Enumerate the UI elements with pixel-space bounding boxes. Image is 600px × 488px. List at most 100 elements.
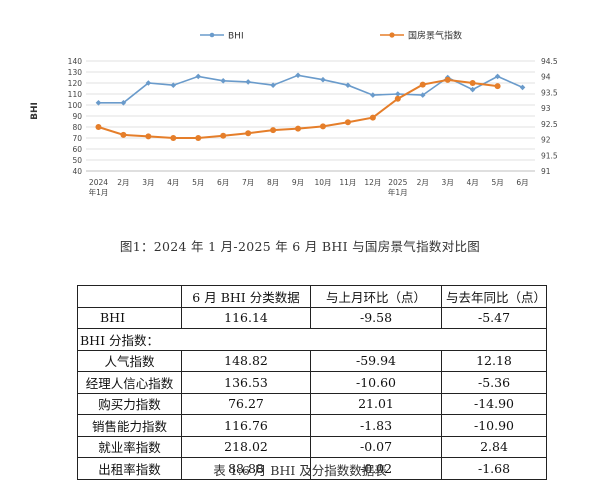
y-left-tick-label: 80 <box>72 123 82 132</box>
x-tick-label: 6月 <box>516 178 528 187</box>
x-tick-label: 6月 <box>217 178 229 187</box>
row-yoy: 12.18 <box>441 349 547 372</box>
y-right-tick-label: 93.5 <box>541 88 558 97</box>
y-right-tick-label: 92 <box>541 136 551 145</box>
series-guofang <box>95 76 501 141</box>
y-left-tick-label: 120 <box>68 79 83 88</box>
table-row: 就业率指数 218.02 -0.07 2.84 <box>77 435 547 458</box>
row-value: 148.82 <box>181 349 311 372</box>
data-point <box>370 92 376 98</box>
data-point <box>170 82 177 88</box>
data-point <box>95 100 102 106</box>
legend-guofang-marker <box>389 32 395 38</box>
data-point <box>444 76 451 83</box>
data-point <box>369 114 376 121</box>
row-mom: -9.58 <box>310 306 442 329</box>
row-mom: -1.83 <box>310 414 442 437</box>
x-tick-label: 4月 <box>167 178 179 187</box>
data-point <box>419 81 426 88</box>
x-tick-label: 9月 <box>292 178 304 187</box>
data-point <box>295 72 301 79</box>
subindex-heading: BHI 分指数： <box>77 328 547 351</box>
data-point <box>419 92 426 98</box>
x-tick-label: 5月 <box>192 178 204 187</box>
table-header-cell: 与去年同比（点） <box>441 285 547 308</box>
table-header-row: 6 月 BHI 分类数据 与上月环比（点） 与去年同比（点） <box>77 285 547 308</box>
data-point <box>469 86 476 93</box>
data-point <box>120 131 127 138</box>
legend-bhi-marker <box>209 32 215 38</box>
data-point <box>519 84 526 91</box>
data-point <box>395 91 401 97</box>
row-mom: -59.94 <box>310 349 442 372</box>
table-row: 人气指数 148.82 -59.94 12.18 <box>77 349 547 372</box>
row-mom: -10.60 <box>310 371 442 394</box>
y-right-tick-label: 94.5 <box>541 57 558 66</box>
row-yoy: 2.84 <box>441 435 547 458</box>
data-point <box>145 133 152 140</box>
data-point <box>170 135 177 141</box>
row-mom: -0.07 <box>310 435 442 458</box>
y-axis-left-label: BHI <box>30 102 40 120</box>
x-tick-label: 10月 <box>314 178 331 187</box>
row-value: 76.27 <box>181 392 311 415</box>
legend: BHI 国房景气指数 <box>200 30 462 42</box>
x-tick-label: 2025 年1月 <box>388 178 408 197</box>
data-point <box>345 82 351 88</box>
data-point <box>295 125 302 132</box>
data-point <box>270 127 277 134</box>
row-name: 就业率指数 <box>77 435 182 458</box>
data-point <box>344 119 351 126</box>
row-yoy: -10.90 <box>441 414 547 437</box>
x-tick-label: 8月 <box>267 178 279 187</box>
row-name: 出租率指数 <box>77 457 182 480</box>
row-value: 88.88 <box>181 457 311 480</box>
table-row: 购买力指数 76.27 21.01 -14.90 <box>77 392 547 415</box>
x-tick-label: 5月 <box>491 178 503 187</box>
row-mom: -0.02 <box>310 457 442 480</box>
row-value: 116.14 <box>181 306 311 329</box>
y-left-tick-label: 70 <box>72 134 82 143</box>
row-name: 经理人信心指数 <box>77 371 182 394</box>
data-point <box>120 100 127 106</box>
data-point <box>469 80 476 86</box>
data-point <box>494 83 501 90</box>
x-tick-label: 11月 <box>339 178 356 187</box>
row-name: BHI <box>77 306 182 329</box>
figure-caption: 图1：2024 年 1 月-2025 年 6 月 BHI 与国房景气指数对比图 <box>119 239 481 254</box>
table-row: 销售能力指数 116.76 -1.83 -10.90 <box>77 414 547 437</box>
y-left-tick-label: 60 <box>72 145 82 154</box>
row-value: 136.53 <box>181 371 311 394</box>
legend-bhi-label: BHI <box>228 32 244 42</box>
x-tick-label: 2月 <box>117 178 129 187</box>
x-tick-label: 7月 <box>242 178 254 187</box>
x-tick-label: 2024 年1月 <box>89 178 109 197</box>
x-tick-label: 3月 <box>142 178 154 187</box>
data-point <box>245 79 251 85</box>
y-right-tick-label: 91.5 <box>541 151 558 160</box>
series-line <box>98 74 523 104</box>
row-name: 人气指数 <box>77 349 182 372</box>
row-value: 218.02 <box>181 435 311 458</box>
y-right-tick-label: 94 <box>541 73 551 82</box>
series-bhi <box>95 72 526 106</box>
data-point <box>220 78 226 84</box>
table-row: 经理人信心指数 136.53 -10.60 -5.36 <box>77 371 547 394</box>
y-left-tick-label: 40 <box>72 167 82 176</box>
row-mom: 21.01 <box>310 392 442 415</box>
y-left-tick-label: 90 <box>72 112 82 121</box>
data-point <box>95 124 102 130</box>
data-point <box>195 73 202 80</box>
data-point <box>394 95 401 102</box>
bhi-comparison-chart: BHI 国房景气指数 BHI 40 50 60 70 80 90 100 110 120 130 1… <box>30 30 558 198</box>
y-right-tick-label: 93 <box>541 104 551 113</box>
data-point <box>270 82 276 88</box>
row-yoy: -1.68 <box>441 457 547 480</box>
y-right-tick-label: 91 <box>541 167 551 176</box>
data-point <box>195 135 202 141</box>
table-row: 出租率指数 88.88 -0.02 -1.68 <box>77 457 547 480</box>
x-tick-label: 2月 <box>417 178 429 187</box>
y-right-tick-label: 92.5 <box>541 120 558 129</box>
y-left-tick-label: 130 <box>68 68 83 77</box>
table-caption: 表 1:6 月 BHI 及分指数数据表 <box>213 463 387 478</box>
